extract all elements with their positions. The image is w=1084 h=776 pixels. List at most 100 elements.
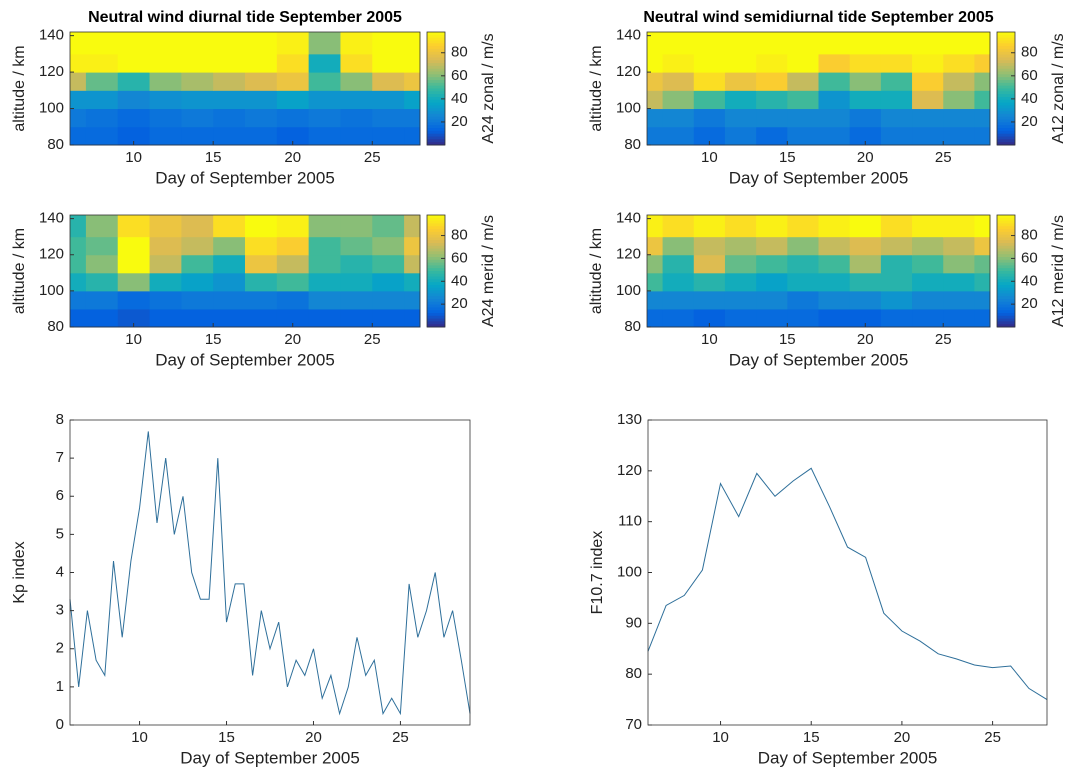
colorbar-segment [427,63,445,67]
heatmap-cell [213,272,246,292]
heatmap-cell [647,290,664,310]
heatmap-cell [662,32,695,55]
colorbar-segment [997,63,1015,67]
colorbar-segment [427,54,445,58]
colorbar-segment [997,226,1015,230]
heatmap-cell [787,53,819,73]
colorbar-segment [997,262,1015,266]
heatmap-cell [149,53,182,73]
heatmap-cell [181,272,214,292]
colorbar-segment [997,271,1015,275]
colorbar-segment [427,40,445,44]
heatmap-cell [818,126,851,146]
heatmap-cell [912,90,944,110]
heatmap-cell [70,236,87,256]
heatmap-cell [693,236,726,256]
heatmap-cell [117,53,151,73]
heatmap-cell [308,108,341,128]
heatmap-cell [662,236,695,256]
y-tick-label: 80 [625,665,642,682]
y-tick-label: 80 [624,318,641,335]
heatmap-cell [372,215,405,238]
heatmap-cell [340,72,373,91]
heatmap-cell [880,72,913,91]
x-tick-label: 15 [803,729,820,746]
heatmap-cell [372,308,405,328]
colorbar-segment [997,301,1015,306]
heatmap-cell [662,108,695,128]
colorbar-segment [997,65,1015,70]
heatmap-cell [724,290,757,310]
heatmap-cell [70,108,87,128]
heatmap-cell [308,215,341,238]
heatmap-cell [880,236,913,256]
y-tick-label: 2 [56,640,64,657]
heatmap-cell [693,290,726,310]
heatmap-cell [943,53,975,73]
heatmap-cell [181,236,214,256]
colorbar-segment [997,60,1015,64]
heatmap-cell [787,290,819,310]
y-tick-label: 4 [56,563,64,580]
heatmap-cell [974,126,991,146]
colorbar-segment [997,215,1015,219]
y-tick-label: 3 [56,602,64,619]
colorbar-segment [997,257,1015,261]
x-tick-label: 10 [712,729,729,746]
heatmap-cell [756,290,788,310]
heatmap-cell [818,308,851,328]
heatmap-cell [181,215,214,238]
x-tick-label: 10 [701,331,718,348]
heatmap-cell [213,308,246,328]
heatmap-cell [308,254,341,274]
colorbar-segment [427,262,445,266]
heatmap-cell [340,126,373,146]
heatmap-cell [974,215,991,238]
heatmap-cell [340,236,373,256]
y-axis-label: altitude / km [588,228,605,314]
colorbar-segment [427,74,445,78]
heatmap-cell [308,236,341,256]
colorbar-segment [427,234,445,238]
heatmap-cell [662,290,695,310]
heatmap-cell [724,90,757,110]
heatmap-cell [149,290,182,310]
colorbar-tick-label: 60 [1021,249,1038,266]
y-tick-label: 1 [56,678,64,695]
colorbar-segment [997,119,1015,123]
heatmap-cell [149,236,182,256]
heatmap-cell [181,32,214,55]
colorbar-tick-label: 20 [451,113,468,130]
colorbar-box [426,31,446,146]
heatmap-cell [372,254,405,274]
colorbar-tick-label: 40 [451,272,468,289]
heatmap-cell [245,72,278,91]
colorbar-segment [427,299,445,303]
heatmap-cell [213,126,246,146]
colorbar-segment [997,142,1015,146]
colorbar-segment [427,37,445,41]
heatmap-cell [181,254,214,274]
heatmap-cell [117,254,151,274]
heatmap-cell [340,108,373,128]
colorbar-box [996,31,1016,146]
heatmap-cell [662,53,695,73]
heatmap-cell [70,308,87,328]
x-tick-label: 15 [779,331,796,348]
heatmap-cell [647,272,664,292]
colorbar-segment [997,54,1015,58]
colorbar-segment [427,254,445,258]
colorbar-tick-label: 20 [451,295,468,312]
heatmap-cell [276,108,310,128]
colorbar-segment [997,268,1015,272]
heatmap-cell [70,290,87,310]
x-tick-label: 25 [364,331,381,348]
heatmap-cell [245,90,278,110]
heatmap-cell [693,272,726,292]
heatmap-cell [880,53,913,73]
y-tick-label: 140 [616,210,641,227]
heatmap-cell [880,272,913,292]
heatmap-cell [245,215,278,238]
heatmap-cell [404,32,421,55]
heatmap-cell [149,308,182,328]
